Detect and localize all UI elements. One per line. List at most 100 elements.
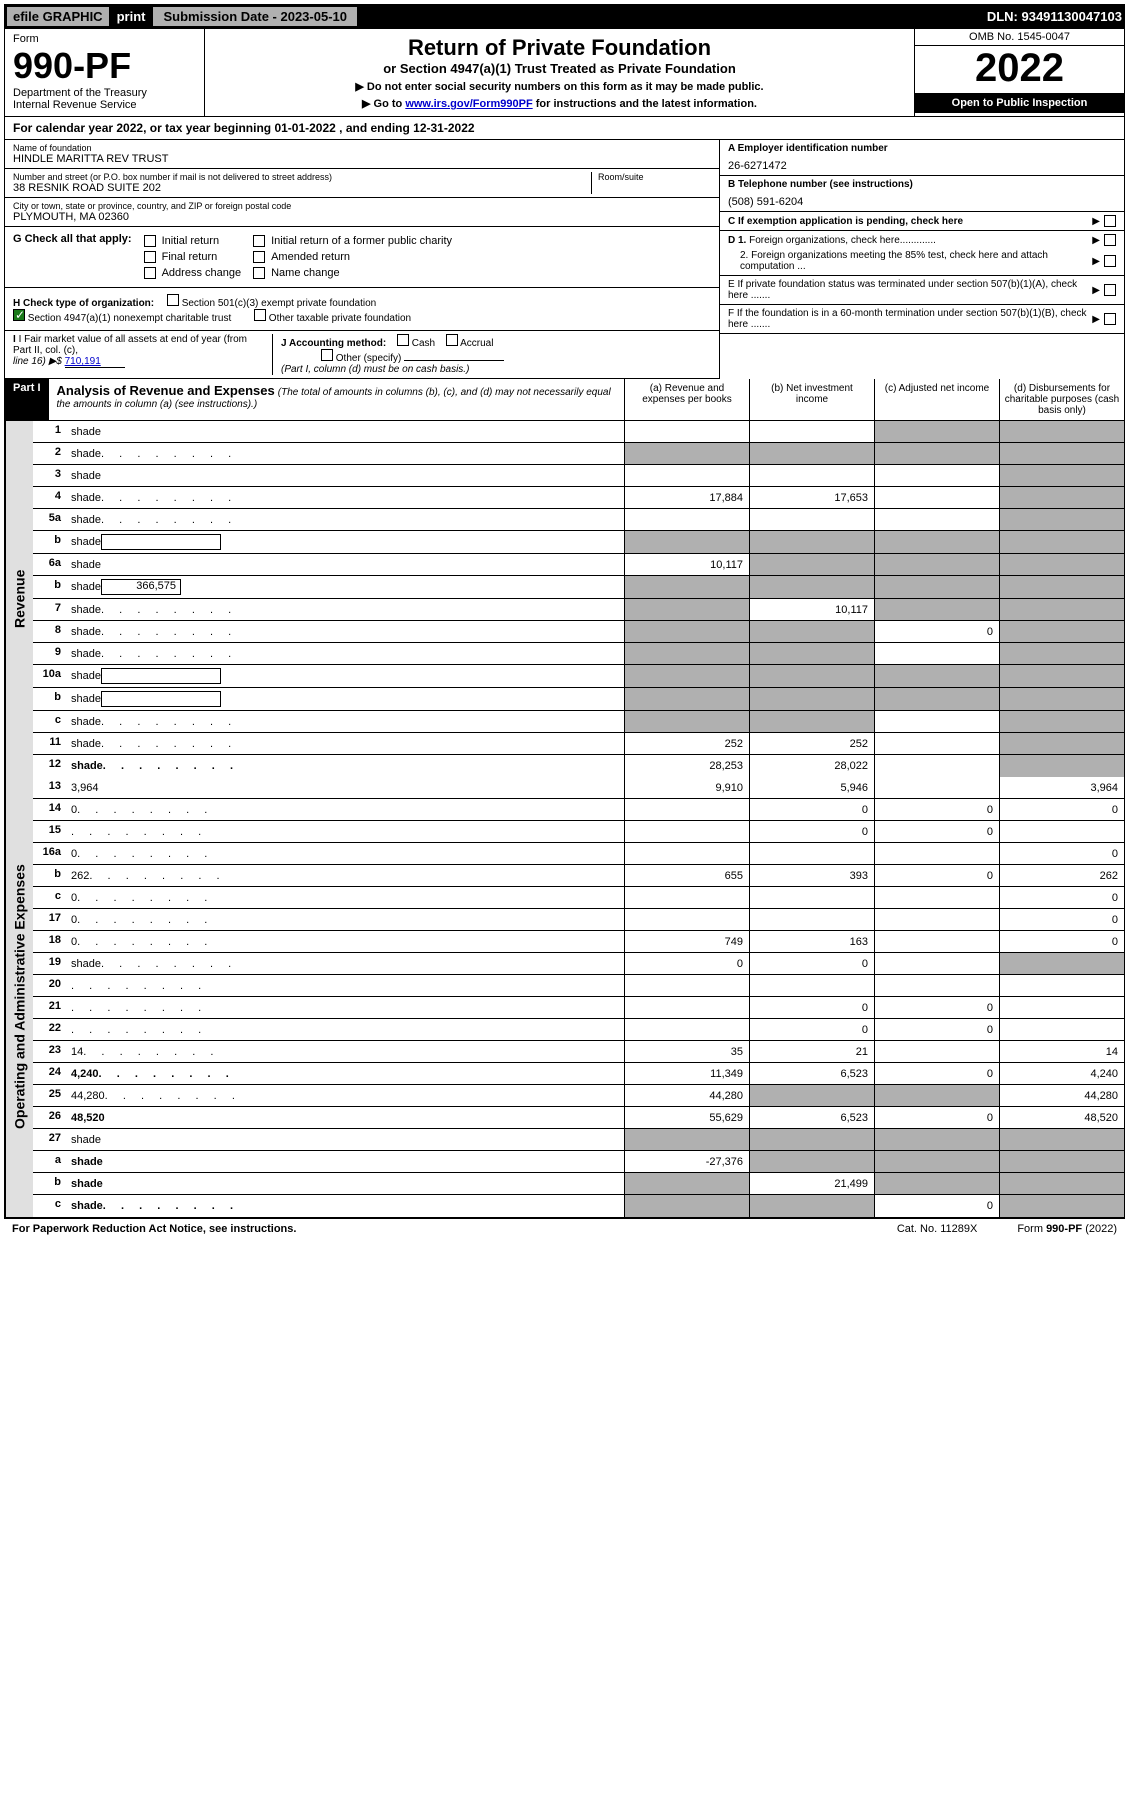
h-other-checkbox[interactable] bbox=[254, 309, 266, 321]
line-number: 8 bbox=[33, 621, 67, 642]
col-d-header: (d) Disbursements for charitable purpose… bbox=[999, 379, 1124, 420]
table-row: 180 . . . . . . . .7491630 bbox=[33, 931, 1124, 953]
line-description: shade . . . . . . . . bbox=[67, 621, 624, 642]
line-number: b bbox=[33, 688, 67, 710]
amount-col-c bbox=[874, 711, 999, 732]
line-description: 4,240 . . . . . . . . bbox=[67, 1063, 624, 1084]
line-description: 48,520 bbox=[67, 1107, 624, 1128]
amount-col-d bbox=[999, 997, 1124, 1018]
amount-col-a bbox=[624, 421, 749, 442]
amount-col-b bbox=[749, 421, 874, 442]
amount-col-a: -27,376 bbox=[624, 1151, 749, 1172]
name-change-checkbox[interactable] bbox=[253, 267, 265, 279]
amount-col-c bbox=[874, 931, 999, 952]
address-cell: Number and street (or P.O. box number if… bbox=[5, 169, 719, 198]
omb-number: OMB No. 1545-0047 bbox=[915, 29, 1124, 46]
amount-col-a: 9,910 bbox=[624, 777, 749, 798]
amount-col-d bbox=[999, 821, 1124, 842]
amount-col-b: 17,653 bbox=[749, 487, 874, 508]
amount-col-a: 0 bbox=[624, 953, 749, 974]
c-checkbox[interactable] bbox=[1104, 215, 1116, 227]
amount-col-b bbox=[749, 711, 874, 732]
amended-return-checkbox[interactable] bbox=[253, 251, 265, 263]
e-checkbox[interactable] bbox=[1104, 284, 1116, 296]
line-number: 18 bbox=[33, 931, 67, 952]
initial-return-checkbox[interactable] bbox=[144, 235, 156, 247]
line-number: 4 bbox=[33, 487, 67, 508]
line-description: shade . . . . . . . . bbox=[67, 443, 624, 464]
amount-col-b: 0 bbox=[749, 821, 874, 842]
line-number: 22 bbox=[33, 1019, 67, 1040]
amount-col-a bbox=[624, 975, 749, 996]
amount-col-a bbox=[624, 509, 749, 530]
amount-col-d bbox=[999, 576, 1124, 598]
table-row: 21 . . . . . . . .00 bbox=[33, 997, 1124, 1019]
address-change-checkbox[interactable] bbox=[144, 267, 156, 279]
amount-col-d bbox=[999, 688, 1124, 710]
line-number: a bbox=[33, 1151, 67, 1172]
f-cell: F If the foundation is in a 60-month ter… bbox=[720, 305, 1124, 334]
line-description: shade . . . . . . . . bbox=[67, 953, 624, 974]
table-row: 140 . . . . . . . .000 bbox=[33, 799, 1124, 821]
h-4947-checkbox[interactable] bbox=[13, 309, 25, 321]
table-row: 7shade . . . . . . . .10,117 bbox=[33, 599, 1124, 621]
amount-col-b bbox=[749, 443, 874, 464]
line-description: shade bbox=[67, 1129, 624, 1150]
amount-col-c bbox=[874, 688, 999, 710]
amount-col-d: 0 bbox=[999, 799, 1124, 820]
line-number: c bbox=[33, 887, 67, 908]
amount-col-a bbox=[624, 711, 749, 732]
print-label[interactable]: print bbox=[117, 9, 146, 24]
amount-col-c: 0 bbox=[874, 1019, 999, 1040]
amount-col-c bbox=[874, 1151, 999, 1172]
line-number: 24 bbox=[33, 1063, 67, 1084]
form-subtitle: or Section 4947(a)(1) Trust Treated as P… bbox=[211, 61, 908, 76]
amount-col-a: 44,280 bbox=[624, 1085, 749, 1106]
amount-col-b bbox=[749, 1085, 874, 1106]
table-row: 11shade . . . . . . . .252252 bbox=[33, 733, 1124, 755]
amount-col-a bbox=[624, 843, 749, 864]
amount-col-b bbox=[749, 688, 874, 710]
dept-treasury: Department of the Treasury bbox=[13, 87, 196, 99]
footer-left: For Paperwork Reduction Act Notice, see … bbox=[12, 1223, 296, 1235]
f-checkbox[interactable] bbox=[1104, 313, 1116, 325]
d2-checkbox[interactable] bbox=[1104, 255, 1116, 267]
amount-col-a: 35 bbox=[624, 1041, 749, 1062]
efile-label: efile GRAPHIC bbox=[7, 7, 109, 26]
amount-col-d bbox=[999, 711, 1124, 732]
col-c-header: (c) Adjusted net income bbox=[874, 379, 999, 420]
amount-col-a bbox=[624, 665, 749, 687]
amount-col-c bbox=[874, 531, 999, 553]
amount-col-c: 0 bbox=[874, 799, 999, 820]
final-return-checkbox[interactable] bbox=[144, 251, 156, 263]
amount-col-c bbox=[874, 665, 999, 687]
line-number: 23 bbox=[33, 1041, 67, 1062]
amount-col-c bbox=[874, 755, 999, 777]
amount-col-b: 6,523 bbox=[749, 1063, 874, 1084]
form-number: 990-PF bbox=[13, 45, 196, 87]
d1-checkbox[interactable] bbox=[1104, 234, 1116, 246]
table-row: 9shade . . . . . . . . bbox=[33, 643, 1124, 665]
accrual-checkbox[interactable] bbox=[446, 334, 458, 346]
amount-col-b bbox=[749, 1195, 874, 1217]
irs-link[interactable]: www.irs.gov/Form990PF bbox=[405, 98, 532, 110]
amount-col-c: 0 bbox=[874, 865, 999, 886]
table-row: 2314 . . . . . . . .352114 bbox=[33, 1041, 1124, 1063]
expenses-section: Operating and Administrative Expenses 13… bbox=[4, 777, 1125, 1218]
amount-col-c bbox=[874, 1041, 999, 1062]
h-501c3-checkbox[interactable] bbox=[167, 294, 179, 306]
amount-col-c: 0 bbox=[874, 621, 999, 642]
amount-col-a bbox=[624, 531, 749, 553]
amount-col-d bbox=[999, 531, 1124, 553]
instr-1: ▶ Do not enter social security numbers o… bbox=[211, 80, 908, 93]
line-description: shade 366,575 bbox=[67, 576, 624, 598]
amount-col-a bbox=[624, 909, 749, 930]
revenue-side-label: Revenue bbox=[5, 421, 33, 777]
table-row: 1shade bbox=[33, 421, 1124, 443]
cash-checkbox[interactable] bbox=[397, 334, 409, 346]
line-number: 14 bbox=[33, 799, 67, 820]
amount-col-d: 0 bbox=[999, 843, 1124, 864]
other-method-checkbox[interactable] bbox=[321, 349, 333, 361]
amount-col-c bbox=[874, 843, 999, 864]
initial-former-checkbox[interactable] bbox=[253, 235, 265, 247]
